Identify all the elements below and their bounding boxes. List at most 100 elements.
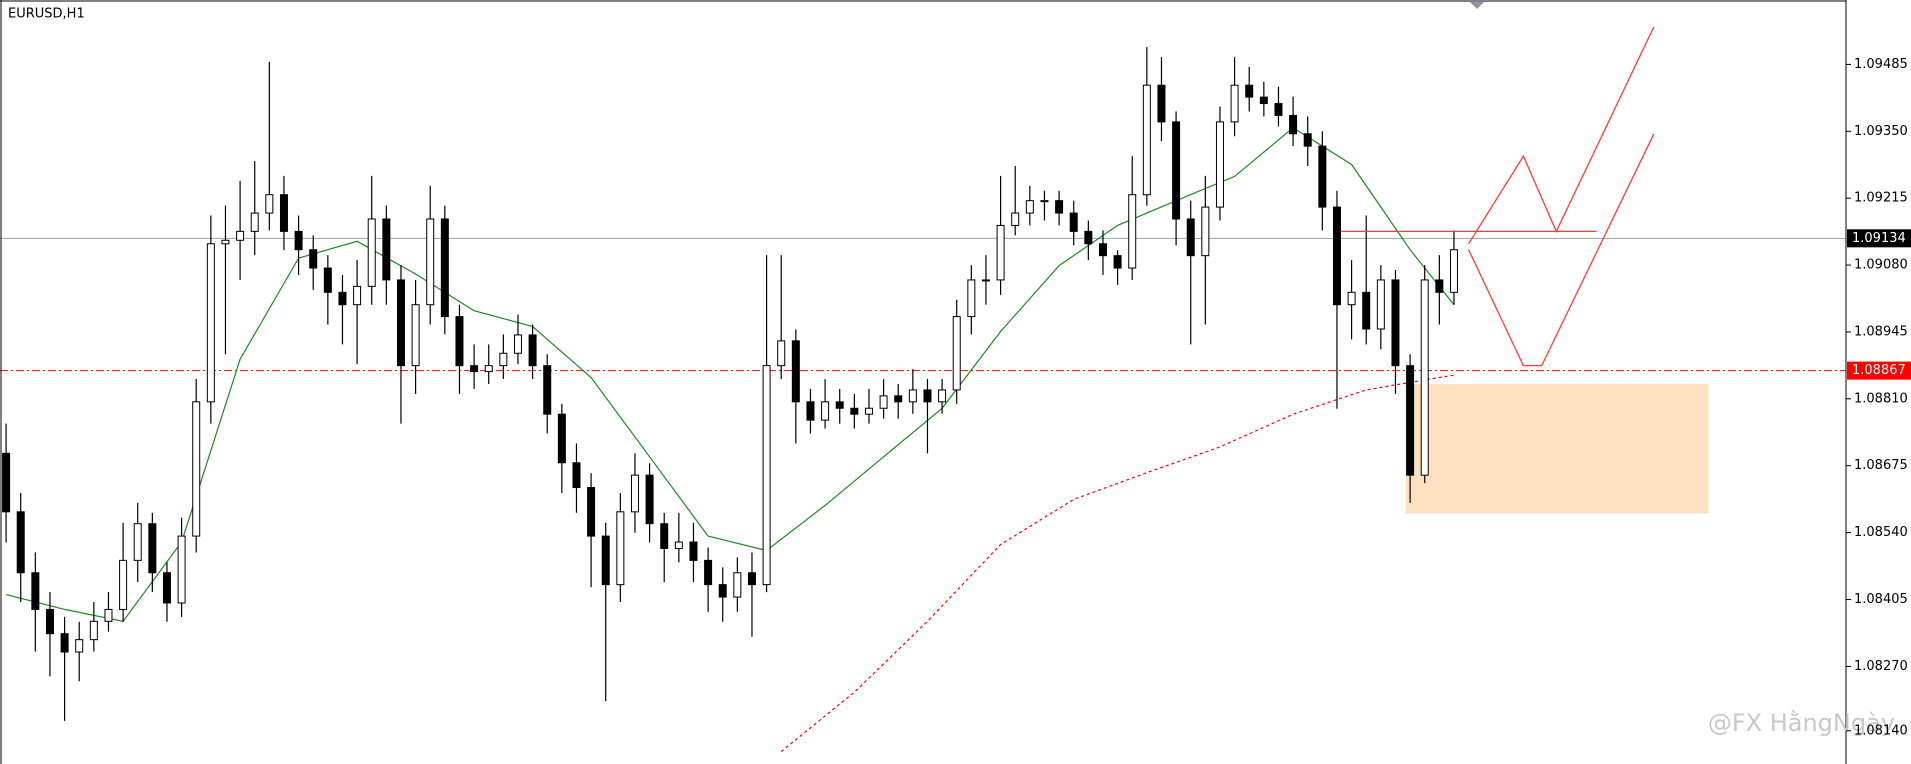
- candle-body: [850, 407, 859, 415]
- candle-body: [499, 352, 508, 367]
- candle-body: [1011, 212, 1020, 226]
- candle-body: [587, 487, 596, 537]
- candle-body: [338, 291, 347, 306]
- candle-body: [1391, 279, 1400, 367]
- candle-body: [279, 194, 288, 232]
- candle-body: [1084, 230, 1093, 245]
- candle-body: [543, 365, 552, 415]
- candle-body: [1376, 279, 1385, 330]
- candle-body: [382, 218, 391, 281]
- indicator-line: [5, 127, 1455, 622]
- candle-body: [192, 401, 201, 537]
- candle-body: [265, 194, 274, 214]
- candle-body: [1245, 84, 1254, 98]
- candle-body: [119, 559, 128, 610]
- candle-body: [440, 218, 449, 318]
- candle-body: [2, 452, 11, 513]
- y-tick-label: 1.09485: [1854, 57, 1908, 72]
- shift-marker[interactable]: [1470, 2, 1484, 9]
- candle-body: [411, 304, 420, 367]
- candle-body: [835, 401, 844, 409]
- candle-body: [16, 511, 25, 574]
- candle-body: [1449, 249, 1458, 293]
- candle-body: [528, 334, 537, 367]
- watermark: @FX HằngNgày: [1708, 708, 1895, 737]
- candle-body: [133, 523, 142, 561]
- candle-body: [1201, 206, 1210, 257]
- candle-body: [104, 608, 113, 622]
- candle-body: [864, 407, 873, 415]
- candle-body: [616, 511, 625, 586]
- candle-body: [981, 279, 990, 282]
- candle-body: [557, 413, 566, 464]
- candle-body: [601, 535, 610, 586]
- candle-body: [455, 316, 464, 367]
- candle-body: [1420, 279, 1429, 476]
- candle-body: [1230, 84, 1239, 123]
- y-tick-label: 1.08540: [1854, 525, 1908, 540]
- candle-body: [1435, 279, 1444, 293]
- candle-body: [938, 389, 947, 403]
- candle-body: [733, 572, 742, 598]
- y-tick-label: 1.08270: [1854, 659, 1908, 674]
- y-tick-label: 1.08945: [1854, 324, 1908, 339]
- candle-body: [704, 559, 713, 586]
- candle-body: [177, 535, 186, 604]
- candle-body: [572, 462, 581, 489]
- price-label-bg: [1847, 361, 1911, 380]
- candle-body: [762, 365, 771, 586]
- candle-body: [513, 334, 522, 354]
- candle-body: [1274, 103, 1283, 116]
- candle-body: [148, 523, 157, 574]
- candle-body: [1055, 200, 1064, 214]
- price-label: 1.09134: [1852, 231, 1906, 246]
- candle-body: [1040, 200, 1049, 203]
- candle-body: [1157, 84, 1166, 123]
- candle-body: [1113, 255, 1122, 269]
- trend-drawing: [1468, 26, 1655, 245]
- candle-body: [1303, 133, 1312, 147]
- candle-body: [923, 389, 932, 403]
- candle-body: [294, 230, 303, 251]
- candle-body: [1128, 194, 1137, 269]
- candle-body: [470, 365, 479, 373]
- candle-body: [967, 279, 976, 318]
- candle-body: [250, 212, 259, 232]
- candle-body: [1069, 212, 1078, 232]
- chart-title: EURUSD,H1: [8, 7, 85, 22]
- candle-body: [1318, 145, 1327, 208]
- candle-body: [206, 243, 215, 403]
- candle-body: [236, 230, 245, 241]
- candle-body: [367, 218, 376, 287]
- y-tick-label: 1.09080: [1854, 258, 1908, 273]
- candle-body: [718, 584, 727, 598]
- y-tick-label: 1.09215: [1854, 191, 1908, 206]
- candle-body: [777, 340, 786, 367]
- candle-body: [162, 572, 171, 604]
- candle-body: [1215, 121, 1224, 208]
- indicator-line: [780, 374, 1455, 753]
- candle-body: [1259, 96, 1268, 105]
- candle-body: [31, 572, 40, 610]
- candle-body: [45, 608, 54, 635]
- candle-body: [1362, 291, 1371, 330]
- candle-body: [1142, 84, 1151, 196]
- candle-body: [1025, 200, 1034, 214]
- plot-area: [0, 26, 1846, 753]
- y-tick-label: 1.08140: [1854, 723, 1908, 738]
- candle-body: [89, 620, 98, 641]
- candle-body: [309, 249, 318, 269]
- candle-body: [1332, 206, 1341, 306]
- candle-body: [1406, 365, 1415, 476]
- price-label: 1.08867: [1852, 363, 1906, 378]
- candle-body: [645, 474, 654, 525]
- demand-zone: [1405, 383, 1709, 514]
- candle-body: [806, 401, 815, 421]
- candle-body: [1172, 121, 1181, 220]
- candle-body: [908, 389, 917, 403]
- candle-body: [821, 401, 830, 421]
- y-tick-label: 1.08810: [1854, 391, 1908, 406]
- price-label-bg: [1847, 229, 1911, 248]
